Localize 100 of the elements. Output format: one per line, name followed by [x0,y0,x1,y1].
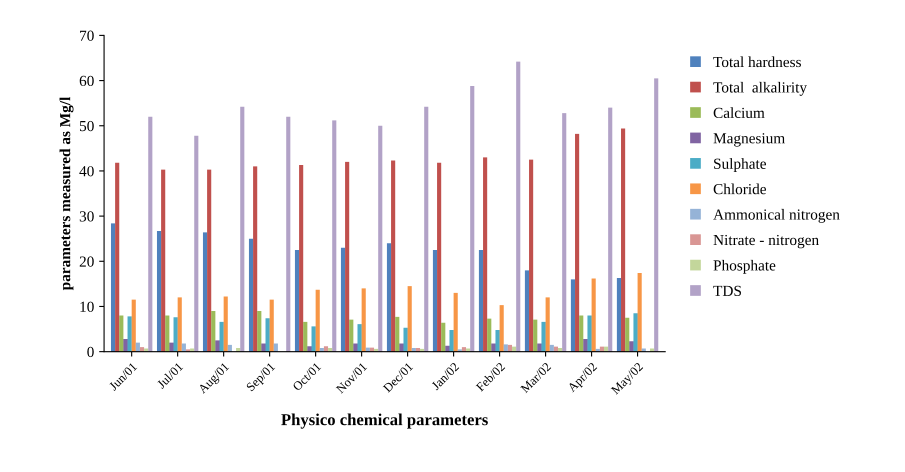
bar [294,250,300,352]
legend-label: Nitrate - nitrogen [714,234,819,248]
bar [432,250,438,352]
bar [349,320,354,352]
bar [478,250,484,352]
bar [340,248,346,352]
bar [437,162,442,352]
bar [454,292,458,352]
bar [165,316,170,352]
bar [207,170,212,352]
bar [533,320,538,352]
bar [303,322,308,352]
bar [378,126,382,352]
bar [546,297,550,352]
bar [362,288,366,352]
y-tick-label: 0 [87,346,94,358]
bar [516,62,520,352]
bar [169,342,174,352]
bar [332,120,336,352]
bar [357,324,362,352]
bar [504,344,508,352]
bar [220,322,224,352]
bar [148,116,152,352]
bar [128,316,132,352]
bar [132,300,136,352]
bar [570,279,576,352]
bar [110,223,116,352]
bar [156,231,162,352]
legend-label: Sulphate [714,158,766,172]
bar [621,128,626,352]
bar [395,316,400,352]
bar [495,330,500,352]
bar [633,313,638,352]
bar [174,317,178,352]
bar [487,318,492,352]
y-tick-label: 20 [80,256,94,267]
bar [266,318,270,352]
bar [202,232,208,352]
bar [119,316,124,352]
bar [625,318,630,352]
bar [123,338,128,352]
bar [178,297,182,352]
bar [575,134,580,352]
y-axis-title: parameters measured as Mg/l [60,96,74,290]
bar [541,322,546,352]
bar [248,238,254,352]
bar [194,136,198,352]
bar [608,108,612,352]
bar [345,162,350,352]
bar [391,160,396,352]
bar [211,310,216,352]
legend-label: TDS [713,286,741,296]
bar [500,305,504,352]
bar [470,86,474,352]
legend-label: Total alkalirity [713,82,807,96]
legend-label: Ammonical nitrogen [713,208,840,223]
bar [424,106,428,352]
bar [524,270,530,352]
bar [616,278,622,352]
bar [403,328,408,352]
bar [240,106,244,352]
y-tick-label: 70 [80,30,94,41]
bar [562,113,566,352]
bar [579,316,584,352]
bar [115,162,120,352]
bar [253,166,258,352]
y-tick-label: 40 [79,166,94,176]
bar [286,116,290,352]
bar [441,322,446,352]
bar [408,286,412,352]
y-tick-label: 50 [80,120,94,132]
y-tick-label: 30 [80,211,94,222]
legend-label: Magnesium [714,133,785,147]
bar [136,342,140,352]
bar [654,78,658,352]
legend-label: Phosphate [714,260,776,274]
bar [483,157,488,352]
bar [592,278,596,352]
bar [583,338,588,352]
bar [257,310,262,352]
bar [316,290,320,352]
bar [312,326,316,352]
bar [529,160,534,352]
legend-label: Total hardness [713,56,801,68]
bar [449,330,454,352]
bar [587,316,592,352]
bar [270,300,274,352]
bar [224,296,228,352]
y-tick-label: 60 [80,76,94,86]
y-tick-label: 10 [80,302,94,312]
bar [629,341,634,352]
x-axis-title: Physico chemical parameters [281,414,488,429]
bar [161,170,166,352]
bar [386,243,392,352]
legend-label: Chloride [714,184,766,194]
bar [299,165,304,352]
bar [638,273,642,352]
legend-label: Calcium [714,107,765,118]
bar [215,340,220,352]
bar [550,344,554,352]
